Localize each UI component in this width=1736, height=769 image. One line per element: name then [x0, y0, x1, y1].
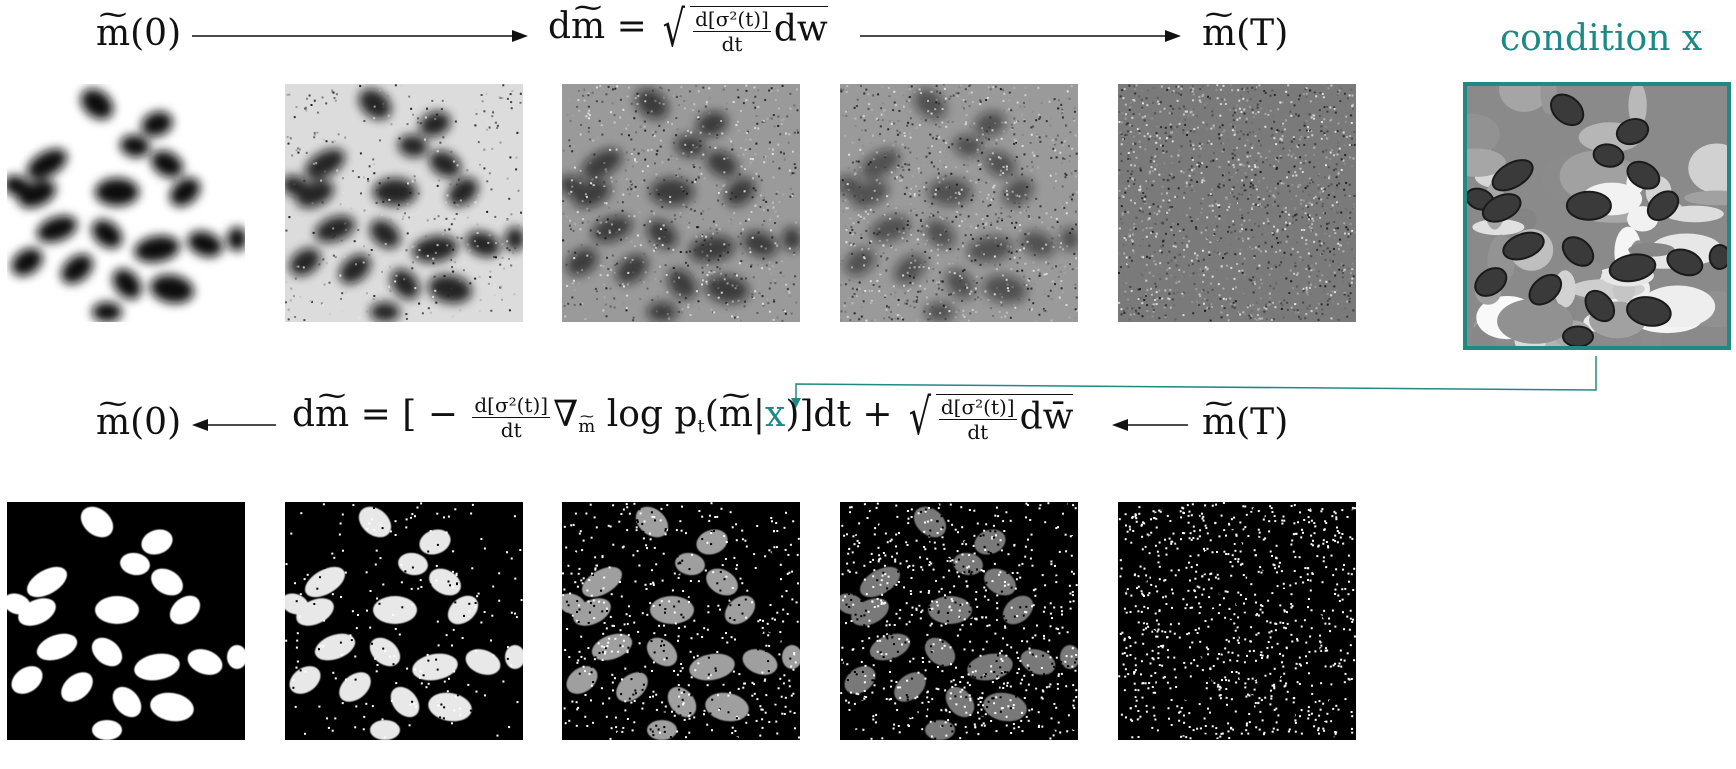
soft-mask-t0: [7, 84, 245, 322]
nucleus: [373, 596, 417, 624]
nucleus: [95, 596, 139, 624]
reverse-frac1-num: d[σ²(t)]: [472, 395, 550, 418]
binary-mask-t1: [285, 502, 523, 740]
binary-mask-t2: [562, 502, 800, 740]
soft-mask-t2: [562, 84, 800, 322]
forward-arrow-2: [858, 24, 1183, 48]
reverse-frac1-den: dt: [501, 418, 522, 440]
nucleus: [92, 720, 122, 740]
nucleus: [370, 302, 400, 322]
forward-arrow-1: [190, 24, 530, 48]
forward-frac-den: dt: [722, 32, 743, 54]
forward-start-label: m(0): [96, 16, 181, 52]
reverse-end-label: m(0): [96, 405, 181, 441]
condition-label: condition x: [1500, 18, 1702, 59]
tissue-patch: [1497, 299, 1573, 344]
nabla-symbol: ∇: [553, 394, 578, 435]
nucleus: [928, 178, 972, 206]
nucleus: [95, 178, 139, 206]
nucleus: [925, 302, 955, 322]
forward-frac-num: d[σ²(t)]: [693, 9, 771, 32]
binary-mask-t0: [7, 502, 245, 740]
nucleus: [92, 302, 122, 322]
reverse-frac2-den: dt: [967, 420, 988, 442]
reverse-equation: dm = [ − d[σ²(t)]dt∇m log pt(m|x)]dt + √…: [292, 392, 1073, 442]
nucleus: [925, 720, 955, 740]
soft-mask-t1: [285, 84, 523, 322]
condition-image-frame: [1463, 82, 1731, 350]
condition-x-symbol: x: [765, 394, 785, 435]
soft-mask-t3: [840, 84, 1078, 322]
soft-mask-tT: [1118, 84, 1356, 322]
stained-nucleus: [1567, 192, 1611, 220]
reverse-arrow-left: [190, 413, 280, 437]
reverse-eq-tail: dw̄: [1020, 397, 1074, 438]
binary-mask-tT: [1118, 502, 1356, 740]
log-subscript: t: [697, 416, 704, 437]
binary-mask-t3: [840, 502, 1078, 740]
reverse-start-label: m(T): [1202, 405, 1288, 441]
reverse-frac2-num: d[σ²(t)]: [939, 397, 1017, 420]
forward-eq-tail: dw: [774, 9, 828, 50]
stained-nucleus: [1563, 327, 1593, 346]
stained-nucleus: [1710, 245, 1727, 269]
nucleus: [650, 178, 694, 206]
reverse-arrow-right: [1110, 413, 1192, 437]
condition-histology-image: [1467, 86, 1727, 346]
nucleus: [650, 596, 694, 624]
forward-end-label: m(T): [1202, 16, 1288, 52]
nucleus: [647, 302, 677, 322]
